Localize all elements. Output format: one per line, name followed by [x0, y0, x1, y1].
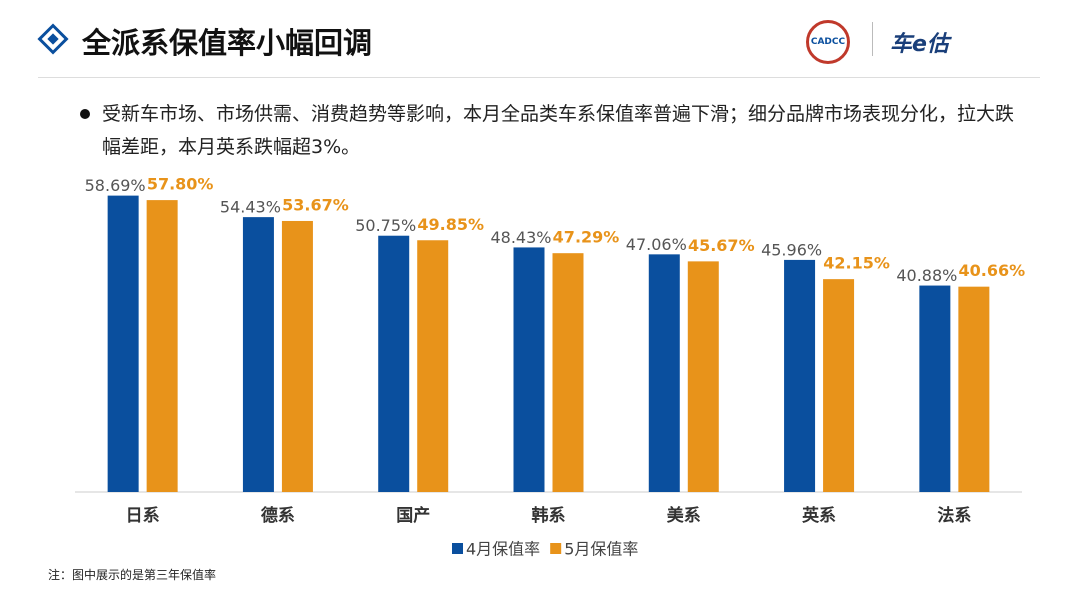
value-label: 54.43%: [220, 198, 281, 217]
legend-label: 5月保值率: [564, 540, 638, 559]
bar: [823, 279, 855, 492]
value-label: 48.43%: [490, 228, 551, 247]
bar: [552, 253, 584, 492]
legend-swatch: [452, 543, 463, 554]
brand: 车e估: [890, 32, 949, 57]
value-label: 42.15%: [823, 254, 890, 273]
x-tick-label: 美系: [667, 505, 701, 526]
slide-title: 全派系保值率小幅回调: [82, 26, 373, 60]
value-label: 58.69%: [85, 176, 146, 195]
x-tick-label: 英系: [802, 505, 836, 526]
bar: [919, 285, 951, 492]
value-label: 49.85%: [417, 215, 484, 234]
bar: [687, 261, 719, 492]
footnote: 注：图中展示的是第三年保值率: [48, 568, 217, 582]
value-label: 57.80%: [147, 175, 214, 194]
value-label: 53.67%: [282, 195, 349, 214]
bar: [417, 240, 449, 492]
legend-label: 4月保值率: [466, 540, 540, 559]
bar: [281, 220, 313, 493]
bar: [648, 254, 680, 492]
value-label: 45.67%: [688, 236, 755, 255]
x-tick-label: 国产: [396, 505, 430, 526]
bar: [146, 200, 178, 493]
bar: [378, 235, 410, 492]
x-tick-label: 韩系: [532, 505, 566, 526]
bullet-text: 受新车市场、市场供需、消费趋势等影响，本月全品类车系保值率普遍下滑；细分品牌市场…: [80, 98, 1030, 164]
logo: CADCC: [806, 20, 850, 64]
value-label: 47.29%: [553, 228, 620, 247]
value-label: 40.88%: [896, 266, 957, 285]
separator: [872, 22, 873, 56]
bar: [784, 259, 816, 492]
bar: [242, 217, 274, 493]
value-label: 50.75%: [355, 216, 416, 235]
bar: [958, 286, 990, 492]
legend-swatch: [550, 543, 562, 554]
bar: [107, 195, 139, 493]
divider: [38, 77, 1040, 78]
value-label: 40.66%: [959, 261, 1026, 280]
x-tick-label: 日系: [126, 506, 160, 526]
x-tick-label: 法系: [937, 505, 971, 526]
bar: [513, 247, 545, 492]
value-label: 45.96%: [761, 240, 822, 259]
x-tick-label: 德系: [261, 505, 295, 526]
value-label: 47.06%: [626, 235, 687, 254]
